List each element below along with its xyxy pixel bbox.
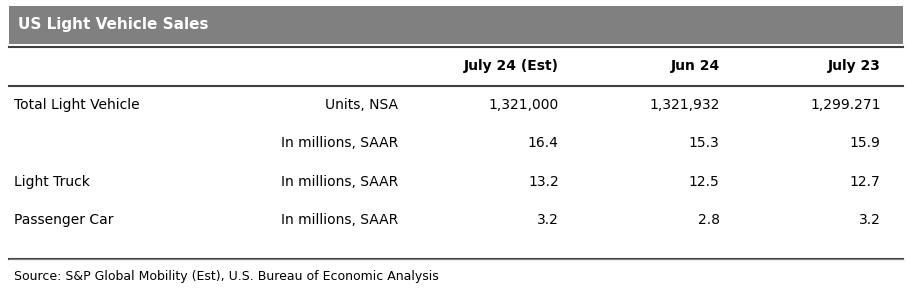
Text: 12.7: 12.7	[849, 175, 879, 189]
Text: 1,321,000: 1,321,000	[488, 98, 558, 112]
Text: In millions, SAAR: In millions, SAAR	[281, 175, 397, 189]
Text: 1,321,932: 1,321,932	[649, 98, 719, 112]
Text: 2.8: 2.8	[697, 213, 719, 227]
Text: Total Light Vehicle: Total Light Vehicle	[14, 98, 139, 112]
Text: 13.2: 13.2	[527, 175, 558, 189]
Text: US Light Vehicle Sales: US Light Vehicle Sales	[18, 17, 209, 33]
Text: July 24 (Est): July 24 (Est)	[463, 59, 558, 73]
Text: 3.2: 3.2	[857, 213, 879, 227]
Text: In millions, SAAR: In millions, SAAR	[281, 136, 397, 150]
Text: Jun 24: Jun 24	[670, 59, 719, 73]
Text: July 23: July 23	[826, 59, 879, 73]
Text: 3.2: 3.2	[537, 213, 558, 227]
Text: Source: S&P Global Mobility (Est), U.S. Bureau of Economic Analysis: Source: S&P Global Mobility (Est), U.S. …	[14, 270, 438, 283]
Text: Passenger Car: Passenger Car	[14, 213, 113, 227]
Text: Units, NSA: Units, NSA	[324, 98, 397, 112]
Text: 12.5: 12.5	[688, 175, 719, 189]
Text: In millions, SAAR: In millions, SAAR	[281, 213, 397, 227]
Text: Light Truck: Light Truck	[14, 175, 89, 189]
Text: 15.9: 15.9	[849, 136, 879, 150]
Text: 15.3: 15.3	[688, 136, 719, 150]
Text: 16.4: 16.4	[527, 136, 558, 150]
Text: 1,299.271: 1,299.271	[809, 98, 879, 112]
